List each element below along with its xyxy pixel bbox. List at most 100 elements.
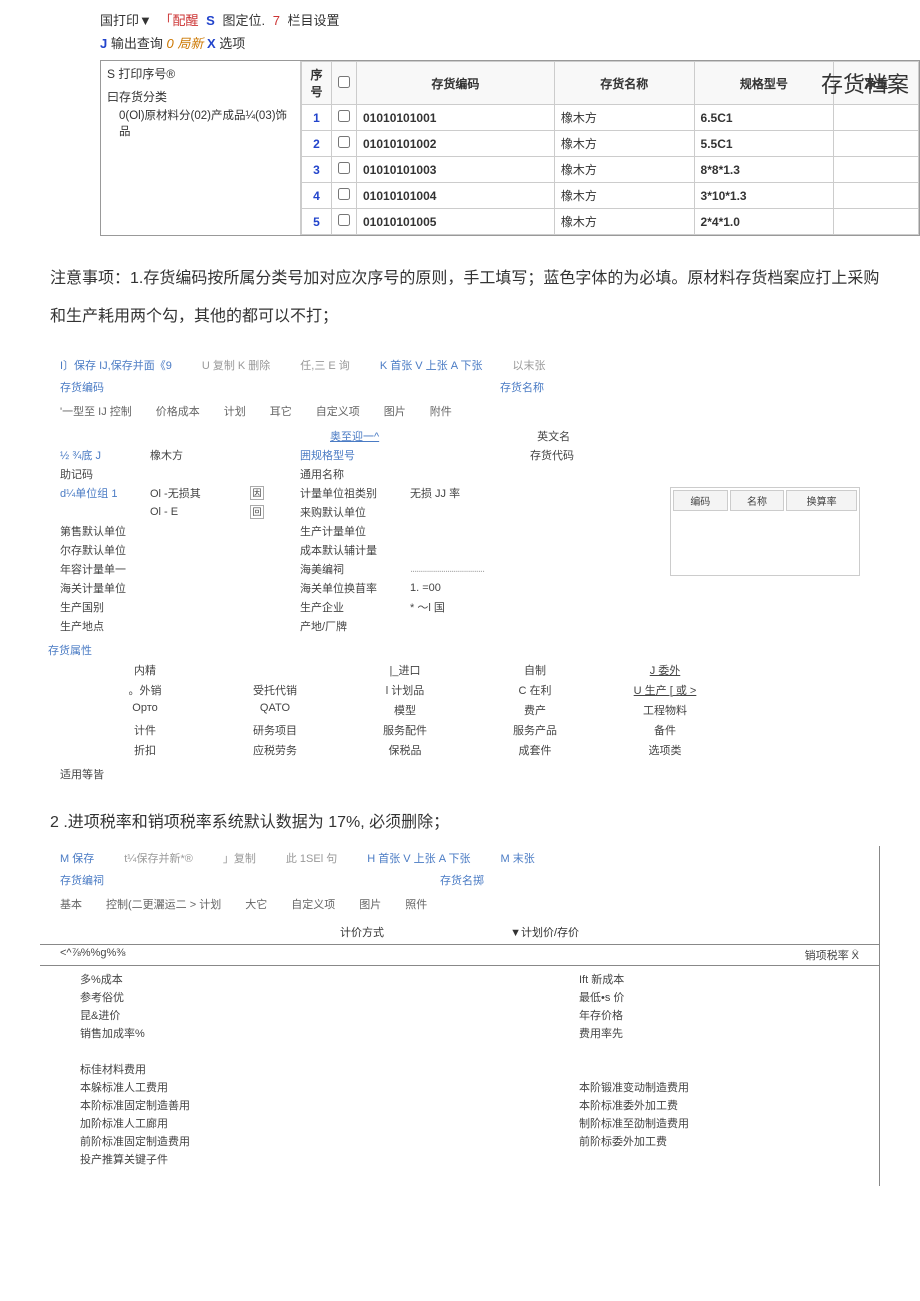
hdr-checkbox[interactable]: [338, 76, 350, 88]
fld-mid: 无损 JJ 率: [410, 485, 530, 501]
tb2-0[interactable]: J: [100, 36, 107, 51]
tb2-4[interactable]: 选项: [219, 36, 245, 51]
tb2-2[interactable]: 0 局新: [167, 36, 204, 51]
row-checkbox[interactable]: [338, 188, 350, 200]
f2-tab-2[interactable]: 大它: [245, 896, 267, 912]
f2-tab-1[interactable]: 控制(二更灑运二 > 计划: [106, 896, 221, 912]
form1-codeline: 存货编码 存货名称: [40, 377, 880, 401]
attr-item[interactable]: J 委外: [620, 662, 710, 678]
f1-tb-4[interactable]: 以末张: [513, 357, 546, 373]
f1-tb-1[interactable]: U 复制 K 删除: [202, 357, 270, 373]
f2-tab-4[interactable]: 图片: [359, 896, 381, 912]
cell-check[interactable]: [332, 209, 357, 235]
tb1-5[interactable]: 栏目设置: [288, 13, 340, 28]
table-row[interactable]: 101010101001橡木方6.5C1: [302, 105, 919, 131]
f1-tb-2[interactable]: 任,三 E 询: [300, 357, 350, 373]
cell-check[interactable]: [332, 183, 357, 209]
table-row[interactable]: 401010101004橡木方3*10*1.3: [302, 183, 919, 209]
attr-item[interactable]: Орто: [100, 702, 190, 718]
fld-box[interactable]: 因: [250, 486, 300, 500]
tb1-1[interactable]: 「配醒: [160, 13, 199, 28]
table-row[interactable]: 501010101005橡木方2*4*1.0: [302, 209, 919, 235]
f1-tab-5[interactable]: 图片: [384, 403, 406, 419]
f1-tab-0[interactable]: '一型至 IJ 控制: [60, 403, 132, 419]
tb1-3[interactable]: 图定位.: [222, 13, 265, 28]
attr-item[interactable]: 内精: [100, 662, 190, 678]
mini-empty: [673, 513, 857, 573]
f1-tab-2[interactable]: 计划: [224, 403, 246, 419]
f1-tb-0[interactable]: I〕保存 IJ,保存并面《9: [60, 357, 172, 373]
tb2-3[interactable]: X: [207, 36, 216, 51]
hdr-check[interactable]: [332, 62, 357, 105]
attr-item[interactable]: 工程物料: [620, 702, 710, 718]
attr-item[interactable]: 备件: [620, 722, 710, 738]
tax-rate-bar: <^⅞%%g%⅜ 销项税率 X 一 ∩: [40, 944, 879, 966]
cell-code: 01010101004: [357, 183, 555, 209]
toolbar-row-2: J 输出查询 0 局新 X 选项: [100, 33, 820, 52]
tb1-2[interactable]: S: [206, 13, 215, 28]
attr-item[interactable]: [230, 662, 320, 678]
fld-l3: 产地/厂牌: [300, 618, 410, 634]
f2-tab-0[interactable]: 基本: [60, 896, 82, 912]
attr-item[interactable]: l 计划品: [360, 682, 450, 698]
row-checkbox[interactable]: [338, 214, 350, 226]
f1-tb-3[interactable]: K 首张 V 上张 A 下张: [380, 357, 483, 373]
tb2-1[interactable]: 输出查询: [111, 36, 163, 51]
attr-item[interactable]: 计件: [100, 722, 190, 738]
fld-box[interactable]: 回: [250, 505, 300, 519]
f2-tb-0[interactable]: M 保存: [60, 850, 94, 866]
f2-tb-5[interactable]: M 末张: [501, 850, 535, 866]
cell-idx: 5: [302, 209, 332, 235]
top-toolbar: 国打印▼ 「配醒 S 图定位. 7 栏目设置 J 输出查询 0 局新 X 选项: [0, 0, 920, 56]
table-row[interactable]: 201010101002橡木方5.5C1: [302, 131, 919, 157]
attr-item[interactable]: 服务产品: [490, 722, 580, 738]
attr-item[interactable]: 。外销: [100, 682, 190, 698]
f1-tab-6[interactable]: 附件: [430, 403, 452, 419]
f2-tab-3[interactable]: 自定义项: [291, 896, 335, 912]
fld-l1: 生产国别: [60, 599, 150, 615]
attr-row: 。外销 受托代销 l 计划品 C 在利 U 生产 [ 或 >: [100, 680, 820, 700]
f1-center-link[interactable]: 奥至迎一^: [330, 428, 387, 444]
table-row[interactable]: 301010101003橡木方8*8*1.3: [302, 157, 919, 183]
attr-item[interactable]: 费产: [490, 702, 580, 718]
f2-tb-1[interactable]: t¼保存并新*®: [124, 850, 193, 866]
attr-item[interactable]: 保税品: [360, 742, 450, 758]
attr-item[interactable]: 自制: [490, 662, 580, 678]
f2-tb-4[interactable]: H 首张 V 上张 A 下张: [367, 850, 470, 866]
f2-tab-5[interactable]: 照件: [405, 896, 427, 912]
row-checkbox[interactable]: [338, 136, 350, 148]
attr-item[interactable]: QATO: [230, 702, 320, 718]
f2-tb-2[interactable]: 」复制: [223, 850, 256, 866]
attr-item[interactable]: C 在利: [490, 682, 580, 698]
attr-item[interactable]: |_进口: [360, 662, 450, 678]
apply-scope: 适用等皆: [40, 760, 880, 788]
cell-check[interactable]: [332, 105, 357, 131]
attr-item[interactable]: 应税劳务: [230, 742, 320, 758]
row-checkbox[interactable]: [338, 110, 350, 122]
f1-tab-1[interactable]: 价格成本: [156, 403, 200, 419]
attr-item[interactable]: 折扣: [100, 742, 190, 758]
tb1-0[interactable]: 国打印▼: [100, 13, 152, 28]
attr-item[interactable]: 成套件: [490, 742, 580, 758]
fld-r1: 存货代码: [530, 447, 610, 463]
cell-check[interactable]: [332, 157, 357, 183]
attr-item[interactable]: 研务项目: [230, 722, 320, 738]
hdr-idx: 序号: [302, 62, 332, 105]
attr-item[interactable]: 服务配件: [360, 722, 450, 738]
fld-l3: 囲规格型号: [300, 447, 410, 463]
category-root[interactable]: 曰存货分类: [107, 88, 294, 105]
attr-item[interactable]: 选项类: [620, 742, 710, 758]
attr-item[interactable]: 模型: [360, 702, 450, 718]
cell-check[interactable]: [332, 131, 357, 157]
f1-tab-4[interactable]: 自定义项: [316, 403, 360, 419]
category-items[interactable]: 0(Ol)原材料分(02)产成品¼(03)饰品: [107, 107, 294, 139]
cost-line: 销售加成率%费用率先: [80, 1024, 839, 1042]
cost-line: 本躲标准人工费用本阶锻准变动制造费用: [80, 1078, 839, 1096]
f1-tab-3[interactable]: 耳它: [270, 403, 292, 419]
tb1-4[interactable]: 7: [273, 13, 280, 28]
f2-tb-3[interactable]: 此 1SEl 句: [286, 850, 337, 866]
attr-item[interactable]: 受托代销: [230, 682, 320, 698]
attr-item[interactable]: U 生产 [ 或 >: [620, 682, 710, 698]
hdr-code: 存货编码: [357, 62, 555, 105]
row-checkbox[interactable]: [338, 162, 350, 174]
